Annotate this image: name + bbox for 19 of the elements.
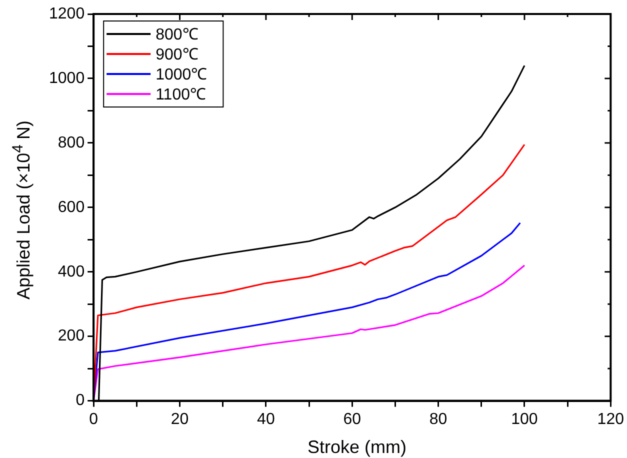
y-tick-label: 0 [76,392,85,410]
y-tick-label: 1200 [49,5,85,22]
x-tick-label: 100 [511,410,538,428]
x-tick-label: 20 [170,410,189,428]
x-axis-title: Stroke (mm) [308,437,406,458]
legend-label: 1100℃ [156,86,206,104]
x-tick-label: 120 [597,410,624,428]
y-tick-label: 600 [58,198,85,216]
legend-label: 1000℃ [156,66,208,84]
x-tick-label: 60 [343,410,362,428]
legend-label: 800℃ [156,26,198,44]
x-tick-label: 80 [429,410,448,428]
legend-label: 900℃ [156,46,198,64]
x-tick-label: 40 [257,410,275,428]
y-tick-label: 400 [58,263,85,280]
y-tick-label: 200 [58,328,85,345]
y-tick-label: 1000 [49,70,85,87]
y-tick-label: 800 [58,134,85,152]
x-tick-label: 0 [89,410,98,428]
